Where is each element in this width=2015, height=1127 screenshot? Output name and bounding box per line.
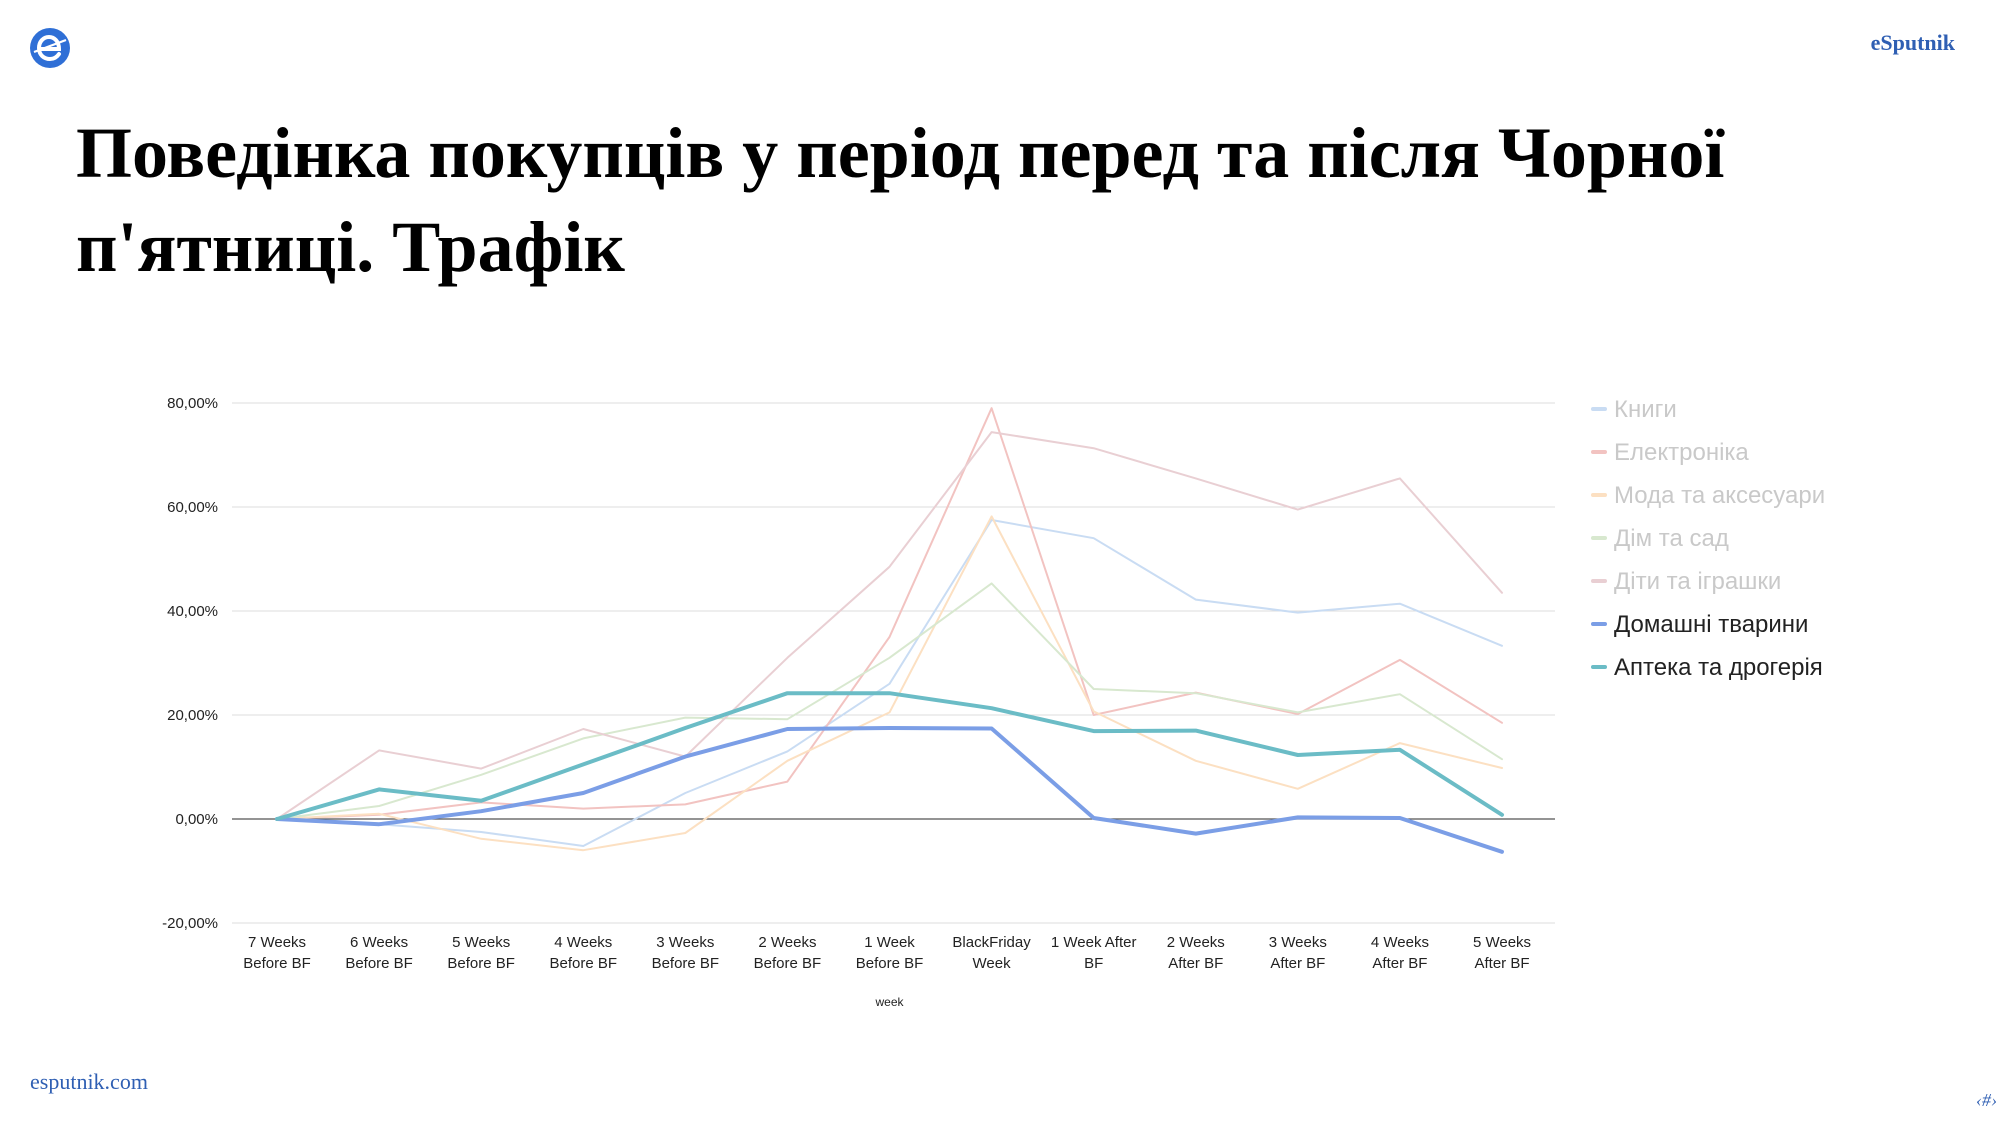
x-tick-label-line: Before BF	[243, 955, 311, 972]
x-axis-title: week	[874, 995, 904, 1009]
series-line-4	[276, 431, 1503, 820]
x-tick-label-line: 1 Week	[864, 934, 915, 951]
chart-series	[275, 407, 1504, 854]
y-tick-label: 20,00%	[167, 707, 218, 724]
x-tick-label-line: 2 Weeks	[758, 934, 816, 951]
y-tick-label: 60,00%	[167, 499, 218, 516]
x-tick-label: 4 Weeks Before BF	[549, 934, 617, 972]
footer-url[interactable]: esputnik.com	[30, 1069, 148, 1094]
page-number: ‹#›	[1976, 1090, 1997, 1110]
x-tick-label: 1 Week After BF	[1051, 934, 1137, 972]
x-tick-label-line: Before BF	[754, 955, 822, 972]
x-axis-ticks: 7 Weeks Before BF 6 Weeks Before BF 5 Weeks B…	[243, 934, 1531, 972]
x-tick-label-line: After BF	[1168, 955, 1223, 972]
y-axis-ticks: 80,00% 60,00% 40,00% 20,00% 0,00% -20,00%	[162, 395, 218, 932]
legend-label: Дім та сад	[1614, 525, 1729, 552]
legend-label: Домашні тварини	[1614, 611, 1808, 638]
x-tick-label-line: 3 Weeks	[656, 934, 714, 951]
chart-gridlines	[232, 402, 1555, 924]
y-tick-label: 40,00%	[167, 603, 218, 620]
x-tick-label-line: 4 Weeks	[1371, 934, 1429, 951]
x-tick-label: 1 Week Before BF	[856, 934, 924, 972]
y-tick-label: 80,00%	[167, 395, 218, 412]
legend-label: Діти та іграшки	[1614, 568, 1781, 595]
x-tick-label-line: 5 Weeks	[452, 934, 510, 951]
x-tick-label-line: 7 Weeks	[248, 934, 306, 951]
x-tick-label-line: Before BF	[345, 955, 413, 972]
x-tick-label: BlackFriday Week	[952, 934, 1031, 972]
esputnik-logo-icon	[30, 28, 70, 68]
x-tick-label: 4 Weeks After BF	[1371, 934, 1429, 972]
y-tick-label: -20,00%	[162, 915, 218, 932]
series-line-6	[275, 691, 1504, 821]
x-tick-label-line: 5 Weeks	[1473, 934, 1531, 951]
x-tick-label: 3 Weeks After BF	[1269, 934, 1327, 972]
series-line-3	[276, 582, 1503, 820]
slide-title: Поведінка покупців у період перед та піс…	[76, 113, 1725, 287]
x-tick-label-line: BlackFriday	[952, 934, 1031, 951]
x-tick-label-line: 3 Weeks	[1269, 934, 1327, 951]
series-line-1	[276, 407, 1503, 820]
series-line-5	[275, 726, 1504, 854]
x-tick-label-line: 4 Weeks	[554, 934, 612, 951]
x-tick-label: 5 Weeks After BF	[1473, 934, 1531, 972]
x-tick-label-line: Before BF	[549, 955, 617, 972]
x-tick-label-line: Week	[973, 955, 1012, 972]
x-tick-label: 5 Weeks Before BF	[447, 934, 515, 972]
series-line-0	[276, 519, 1503, 847]
x-tick-label: 2 Weeks Before BF	[754, 934, 822, 972]
x-tick-label-line: After BF	[1372, 955, 1427, 972]
traffic-line-chart: 80,00% 60,00% 40,00% 20,00% 0,00% -20,00% 7 W…	[162, 395, 1825, 1009]
x-tick-label: 7 Weeks Before BF	[243, 934, 311, 972]
chart-legend: Книги Електроніка Мода та аксесуари Дім та …	[1591, 396, 1825, 681]
x-tick-label-line: BF	[1084, 955, 1103, 972]
x-tick-label-line: After BF	[1270, 955, 1325, 972]
x-tick-label-line: 6 Weeks	[350, 934, 408, 951]
x-tick-label-line: Before BF	[652, 955, 720, 972]
y-tick-label: 0,00%	[175, 811, 218, 828]
series-line-2	[276, 515, 1503, 852]
x-tick-label: 3 Weeks Before BF	[652, 934, 720, 972]
legend-label: Аптека та дрогерія	[1614, 654, 1823, 681]
x-tick-label: 6 Weeks Before BF	[345, 934, 413, 972]
legend-label: Електроніка	[1614, 439, 1749, 466]
x-tick-label-line: After BF	[1474, 955, 1529, 972]
legend-label: Книги	[1614, 396, 1677, 423]
x-tick-label: 2 Weeks After BF	[1167, 934, 1225, 972]
x-tick-label-line: Before BF	[856, 955, 924, 972]
x-tick-label-line: Before BF	[447, 955, 515, 972]
legend-label: Мода та аксесуари	[1614, 482, 1825, 509]
x-tick-label-line: 2 Weeks	[1167, 934, 1225, 951]
x-tick-label-line: 1 Week After	[1051, 934, 1137, 951]
brand-name: eSputnik	[1870, 30, 1955, 55]
